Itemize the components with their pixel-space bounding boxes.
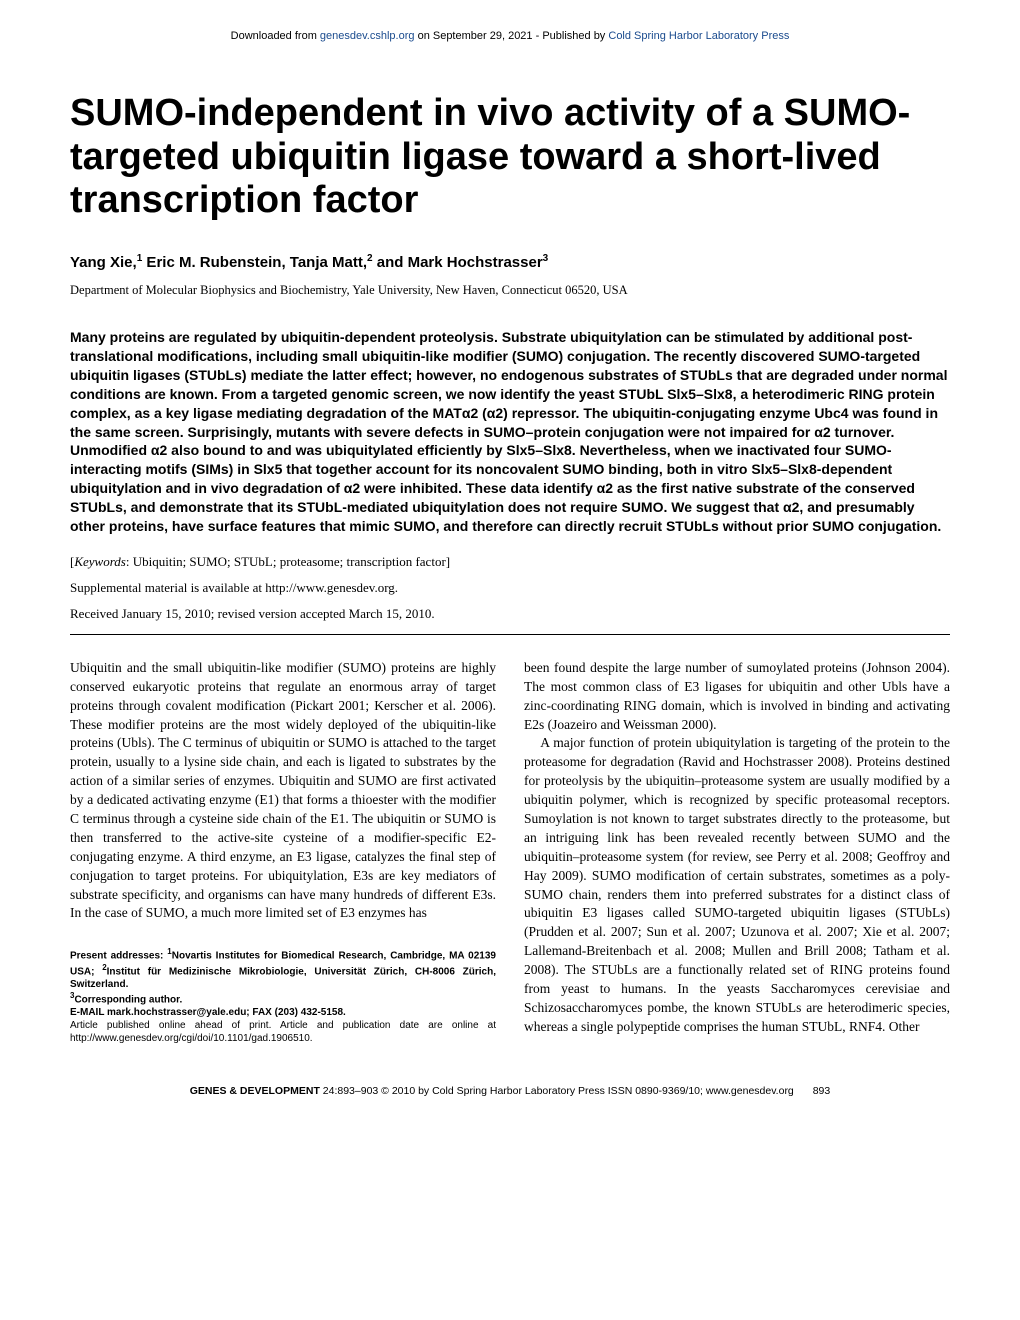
abstract-text: Many proteins are regulated by ubiquitin… (70, 328, 950, 536)
present-addresses: Present addresses: 1Novartis Institutes … (70, 947, 496, 991)
body-paragraph: A major function of protein ubiquitylati… (524, 734, 950, 1036)
page-container: Downloaded from genesdev.cshlp.org on Se… (0, 0, 1020, 1137)
article-title: SUMO-independent in vivo activity of a S… (70, 92, 950, 223)
contact-line: E-MAIL mark.hochstrasser@yale.edu; FAX (… (70, 1006, 496, 1019)
download-prefix: Downloaded from (231, 30, 320, 42)
keywords-line: [Keywords: Ubiquitin; SUMO; STUbL; prote… (70, 554, 950, 570)
section-divider (70, 634, 950, 635)
page-number: 893 (813, 1085, 831, 1097)
body-paragraph: Ubiquitin and the small ubiquitin-like m… (70, 659, 496, 923)
publisher-link[interactable]: Cold Spring Harbor Laboratory Press (608, 30, 789, 42)
journal-name: GENES & DEVELOPMENT (190, 1085, 320, 1097)
affiliation-line: Department of Molecular Biophysics and B… (70, 283, 950, 298)
body-columns: Ubiquitin and the small ubiquitin-like m… (70, 659, 950, 1045)
supplemental-line: Supplemental material is available at ht… (70, 580, 950, 596)
footer-citation: GENES & DEVELOPMENT 24:893–903 © 2010 by… (70, 1085, 950, 1097)
right-column: been found despite the large number of s… (524, 659, 950, 1045)
left-column: Ubiquitin and the small ubiquitin-like m… (70, 659, 496, 1045)
download-header: Downloaded from genesdev.cshlp.org on Se… (70, 30, 950, 42)
keywords-label: Keywords (74, 554, 126, 569)
citation-text: 24:893–903 © 2010 by Cold Spring Harbor … (320, 1085, 794, 1097)
page-footer: GENES & DEVELOPMENT 24:893–903 © 2010 by… (70, 1085, 950, 1097)
source-link[interactable]: genesdev.cshlp.org (320, 30, 415, 42)
corresponding-author: 3Corresponding author. (70, 991, 496, 1006)
download-mid: on September 29, 2021 - Published by (415, 30, 609, 42)
received-line: Received January 15, 2010; revised versi… (70, 606, 950, 622)
article-note: Article published online ahead of print.… (70, 1019, 496, 1045)
keywords-text: : Ubiquitin; SUMO; STUbL; proteasome; tr… (126, 554, 450, 569)
footnotes-block: Present addresses: 1Novartis Institutes … (70, 947, 496, 1045)
body-paragraph: been found despite the large number of s… (524, 659, 950, 735)
authors-line: Yang Xie,1 Eric M. Rubenstein, Tanja Mat… (70, 253, 950, 271)
